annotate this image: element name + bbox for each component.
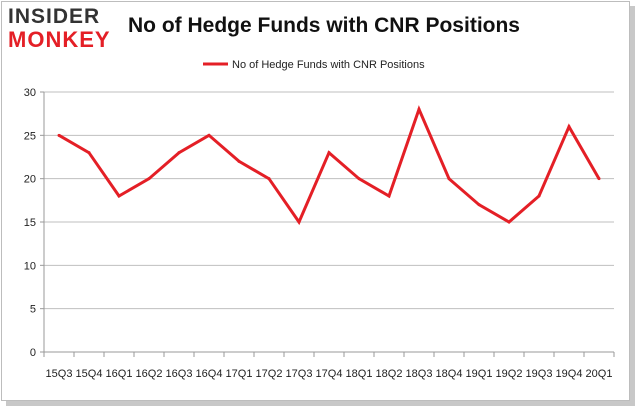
x-tick-label: 17Q4 bbox=[316, 368, 343, 380]
data-point bbox=[327, 151, 331, 155]
data-point bbox=[237, 159, 241, 163]
x-tick-label: 19Q4 bbox=[556, 368, 583, 380]
data-point bbox=[57, 133, 61, 137]
data-point bbox=[507, 220, 511, 224]
data-point bbox=[417, 107, 421, 111]
y-tick-label: 25 bbox=[24, 130, 36, 142]
x-tick-label: 19Q1 bbox=[466, 368, 493, 380]
data-point bbox=[597, 177, 601, 181]
y-tick-label: 20 bbox=[24, 174, 36, 186]
data-point bbox=[87, 151, 91, 155]
data-point bbox=[567, 125, 571, 129]
y-tick-label: 5 bbox=[30, 304, 36, 316]
data-point bbox=[537, 194, 541, 198]
x-tick-label: 19Q3 bbox=[526, 368, 553, 380]
y-axis-ticks: 0 5 10 15 20 25 30 bbox=[24, 87, 44, 359]
gridlines bbox=[44, 91, 614, 310]
data-point bbox=[477, 203, 481, 207]
x-tick-label: 15Q3 bbox=[46, 368, 73, 380]
x-tick-label: 18Q1 bbox=[346, 368, 373, 380]
logo-text-monkey: MONKEY bbox=[8, 27, 111, 52]
legend: No of Hedge Funds with CNR Positions bbox=[203, 59, 425, 71]
data-point bbox=[207, 133, 211, 137]
x-axis-ticks: 15Q3 15Q4 16Q1 16Q2 16Q3 16Q4 17Q1 17Q2 17Q3 17Q4… bbox=[43, 352, 615, 380]
x-tick-label: 16Q4 bbox=[196, 368, 223, 380]
data-point bbox=[447, 177, 451, 181]
x-tick-label: 16Q1 bbox=[106, 368, 133, 380]
x-tick-label: 17Q3 bbox=[286, 368, 313, 380]
y-tick-label: 30 bbox=[24, 87, 36, 99]
y-tick-label: 10 bbox=[24, 260, 36, 272]
y-tick-label: 15 bbox=[24, 217, 36, 229]
legend-label: No of Hedge Funds with CNR Positions bbox=[232, 59, 425, 71]
y-tick-label: 0 bbox=[30, 347, 36, 359]
insider-monkey-logo: INSIDER MONKEY bbox=[8, 6, 123, 54]
x-tick-label: 18Q3 bbox=[406, 368, 433, 380]
data-point bbox=[297, 220, 301, 224]
series-layer bbox=[57, 105, 601, 226]
logo-text-insider: INSIDER bbox=[8, 5, 101, 28]
series-line bbox=[58, 105, 601, 226]
x-tick-label: 16Q3 bbox=[166, 368, 193, 380]
x-tick-label: 20Q1 bbox=[586, 368, 613, 380]
x-tick-label: 18Q2 bbox=[376, 368, 403, 380]
data-point bbox=[117, 194, 121, 198]
x-tick-label: 17Q1 bbox=[226, 368, 253, 380]
data-point bbox=[267, 177, 271, 181]
data-point bbox=[357, 177, 361, 181]
x-tick-label: 18Q4 bbox=[436, 368, 463, 380]
data-point bbox=[387, 194, 391, 198]
axes bbox=[43, 92, 614, 353]
x-tick-label: 16Q2 bbox=[136, 368, 163, 380]
chart-frame bbox=[1, 1, 630, 401]
data-point bbox=[147, 177, 151, 181]
data-point bbox=[177, 151, 181, 155]
x-tick-label: 15Q4 bbox=[76, 368, 103, 380]
chart-title: No of Hedge Funds with CNR Positions bbox=[128, 14, 520, 37]
x-tick-label: 17Q2 bbox=[256, 368, 283, 380]
x-tick-label: 19Q2 bbox=[496, 368, 523, 380]
